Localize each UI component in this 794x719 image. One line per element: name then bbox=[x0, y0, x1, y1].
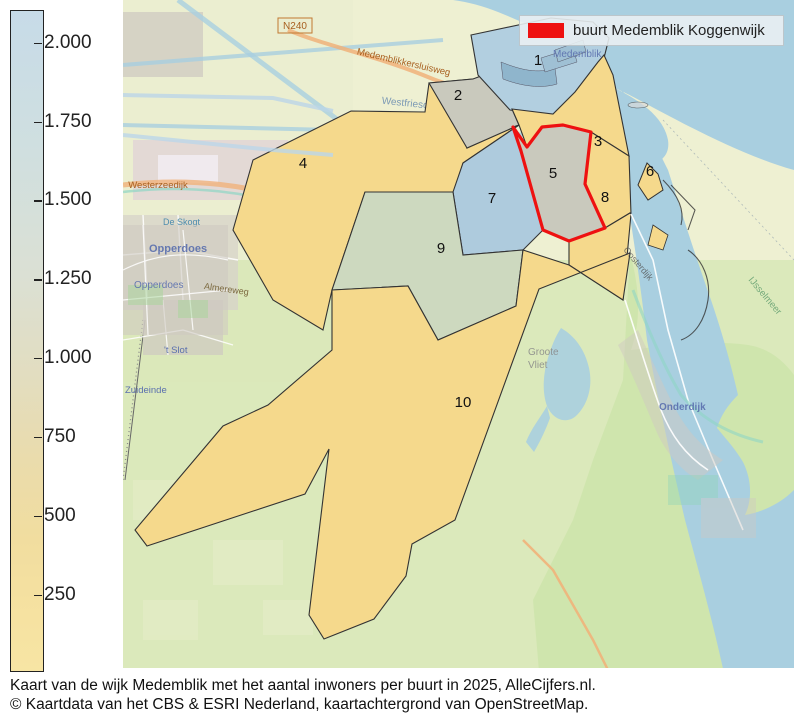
svg-text:Opperdoes: Opperdoes bbox=[149, 243, 207, 255]
svg-text:N240: N240 bbox=[283, 21, 307, 32]
svg-text:Medemblik: Medemblik bbox=[553, 49, 602, 60]
svg-text:Westerzeedijk: Westerzeedijk bbox=[128, 180, 188, 191]
svg-text:4: 4 bbox=[299, 155, 307, 172]
svg-text:Zuideinde: Zuideinde bbox=[125, 385, 167, 396]
svg-text:3: 3 bbox=[594, 133, 602, 150]
svg-text:1: 1 bbox=[534, 52, 542, 69]
svg-text:5: 5 bbox=[549, 165, 557, 182]
svg-text:10: 10 bbox=[455, 394, 472, 411]
svg-text:2: 2 bbox=[454, 87, 462, 104]
svg-text:Onderdijk: Onderdijk bbox=[659, 402, 706, 413]
svg-text:6: 6 bbox=[646, 163, 654, 180]
svg-text:Groote: Groote bbox=[528, 347, 559, 358]
svg-text:7: 7 bbox=[488, 190, 496, 207]
svg-text:Vliet: Vliet bbox=[528, 360, 548, 371]
svg-text:'t Slot: 't Slot bbox=[164, 345, 188, 356]
svg-text:9: 9 bbox=[437, 240, 445, 257]
svg-text:Opperdoes: Opperdoes bbox=[134, 280, 183, 291]
svg-text:8: 8 bbox=[601, 189, 609, 206]
